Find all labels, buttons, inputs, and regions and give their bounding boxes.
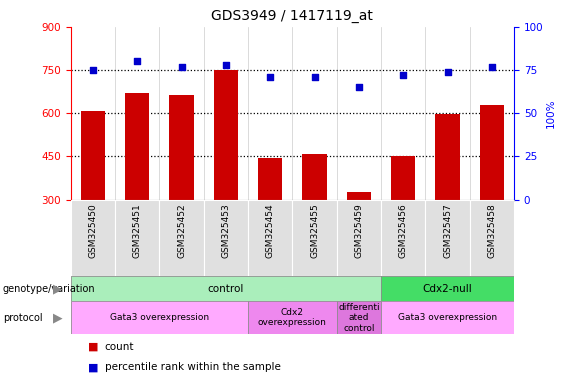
- Bar: [293, 200, 337, 276]
- Point: [310, 74, 319, 80]
- Point: [221, 62, 231, 68]
- Bar: [258, 158, 282, 200]
- Text: GSM325453: GSM325453: [221, 204, 231, 258]
- Bar: [425, 200, 470, 276]
- Text: Cdx2-null: Cdx2-null: [423, 284, 472, 294]
- Point: [266, 74, 275, 80]
- Text: count: count: [105, 342, 134, 352]
- Text: Gata3 overexpression: Gata3 overexpression: [110, 313, 209, 322]
- Bar: [302, 154, 327, 200]
- Bar: [159, 200, 203, 276]
- Point: [133, 58, 142, 65]
- Bar: [81, 111, 105, 200]
- Y-axis label: 100%: 100%: [546, 99, 557, 128]
- Title: GDS3949 / 1417119_at: GDS3949 / 1417119_at: [211, 9, 373, 23]
- Bar: [71, 276, 381, 301]
- Text: ▶: ▶: [53, 311, 62, 324]
- Bar: [71, 301, 248, 334]
- Text: GSM325459: GSM325459: [354, 204, 363, 258]
- Bar: [480, 105, 504, 200]
- Text: GSM325455: GSM325455: [310, 204, 319, 258]
- Text: GSM325457: GSM325457: [443, 204, 452, 258]
- Bar: [203, 200, 248, 276]
- Bar: [381, 200, 425, 276]
- Text: percentile rank within the sample: percentile rank within the sample: [105, 362, 280, 372]
- Bar: [436, 114, 460, 200]
- Point: [399, 72, 408, 78]
- Text: GSM325450: GSM325450: [88, 204, 97, 258]
- Bar: [337, 301, 381, 334]
- Point: [88, 67, 97, 73]
- Text: differenti
ated
control: differenti ated control: [338, 303, 380, 333]
- Text: ■: ■: [88, 342, 98, 352]
- Bar: [337, 200, 381, 276]
- Text: genotype/variation: genotype/variation: [3, 284, 95, 294]
- Point: [443, 69, 452, 75]
- Bar: [71, 200, 115, 276]
- Bar: [248, 301, 337, 334]
- Text: protocol: protocol: [3, 313, 42, 323]
- Text: ■: ■: [88, 362, 98, 372]
- Point: [488, 64, 497, 70]
- Bar: [115, 200, 159, 276]
- Text: GSM325456: GSM325456: [399, 204, 408, 258]
- Bar: [170, 94, 194, 200]
- Text: GSM325458: GSM325458: [488, 204, 497, 258]
- Point: [177, 64, 186, 70]
- Point: [354, 84, 363, 91]
- Text: GSM325454: GSM325454: [266, 204, 275, 258]
- Bar: [248, 200, 293, 276]
- Bar: [347, 192, 371, 200]
- Text: ▶: ▶: [53, 283, 62, 295]
- Text: Cdx2
overexpression: Cdx2 overexpression: [258, 308, 327, 328]
- Bar: [470, 200, 514, 276]
- Text: GSM325452: GSM325452: [177, 204, 186, 258]
- Text: Gata3 overexpression: Gata3 overexpression: [398, 313, 497, 322]
- Bar: [214, 70, 238, 200]
- Text: control: control: [208, 284, 244, 294]
- Bar: [391, 156, 415, 200]
- Text: GSM325451: GSM325451: [133, 204, 142, 258]
- Bar: [381, 276, 514, 301]
- Bar: [125, 93, 149, 200]
- Bar: [381, 301, 514, 334]
